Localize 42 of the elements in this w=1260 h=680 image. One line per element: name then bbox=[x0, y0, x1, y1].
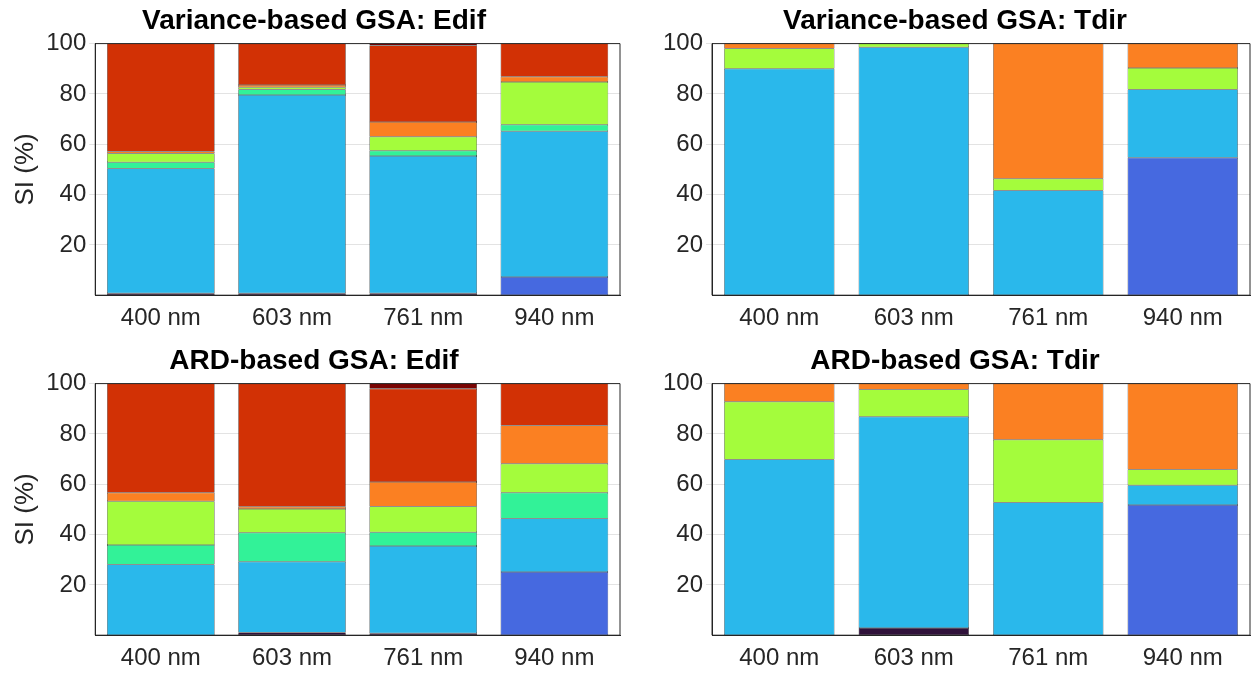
y-tick-label: 40 bbox=[59, 179, 87, 207]
y-tick-label: 60 bbox=[59, 128, 87, 156]
y-tick-label: 20 bbox=[59, 569, 87, 597]
chart-title: Variance-based GSA: Edif bbox=[142, 3, 487, 35]
y-tick-label: 100 bbox=[663, 28, 704, 56]
y-tick-label: 60 bbox=[676, 468, 704, 496]
y-tick-label: 80 bbox=[676, 418, 704, 446]
y-tick-label: 80 bbox=[676, 78, 704, 106]
x-tick-label: 761 nm bbox=[1008, 303, 1089, 331]
x-tick-label: 603 nm bbox=[873, 643, 954, 671]
x-tick-label: 940 nm bbox=[514, 303, 595, 331]
x-tick-label: 400 nm bbox=[120, 643, 201, 671]
x-tick-label: 761 nm bbox=[1008, 643, 1089, 671]
x-tick-label: 400 nm bbox=[120, 303, 201, 331]
y-tick-label: 80 bbox=[59, 418, 87, 446]
x-tick-label: 940 nm bbox=[1142, 303, 1223, 331]
x-tick-label: 940 nm bbox=[1142, 643, 1223, 671]
chart-title: ARD-based GSA: Edif bbox=[169, 343, 460, 375]
x-tick-label: 603 nm bbox=[252, 643, 333, 671]
chart-title: ARD-based GSA: Tdir bbox=[810, 343, 1100, 375]
chart-title: Variance-based GSA: Tdir bbox=[783, 3, 1128, 35]
y-tick-label: 20 bbox=[676, 569, 704, 597]
y-axis-title: SI (%) bbox=[8, 133, 39, 206]
x-tick-label: 940 nm bbox=[514, 643, 595, 671]
y-tick-label: 20 bbox=[59, 229, 87, 257]
y-tick-label: 40 bbox=[676, 179, 704, 207]
y-axis-title: SI (%) bbox=[8, 473, 39, 546]
y-tick-label: 60 bbox=[59, 468, 87, 496]
x-tick-label: 761 nm bbox=[383, 643, 464, 671]
x-tick-label: 400 nm bbox=[739, 643, 820, 671]
x-tick-label: 400 nm bbox=[739, 303, 820, 331]
y-tick-label: 100 bbox=[46, 28, 87, 56]
y-tick-label: 20 bbox=[676, 229, 704, 257]
x-tick-label: 603 nm bbox=[252, 303, 333, 331]
y-tick-label: 80 bbox=[59, 78, 87, 106]
y-tick-label: 40 bbox=[59, 519, 87, 547]
y-tick-label: 100 bbox=[663, 368, 704, 396]
y-tick-label: 100 bbox=[46, 368, 87, 396]
x-tick-label: 761 nm bbox=[383, 303, 464, 331]
y-tick-label: 40 bbox=[676, 519, 704, 547]
y-tick-label: 60 bbox=[676, 128, 704, 156]
x-tick-label: 603 nm bbox=[873, 303, 954, 331]
